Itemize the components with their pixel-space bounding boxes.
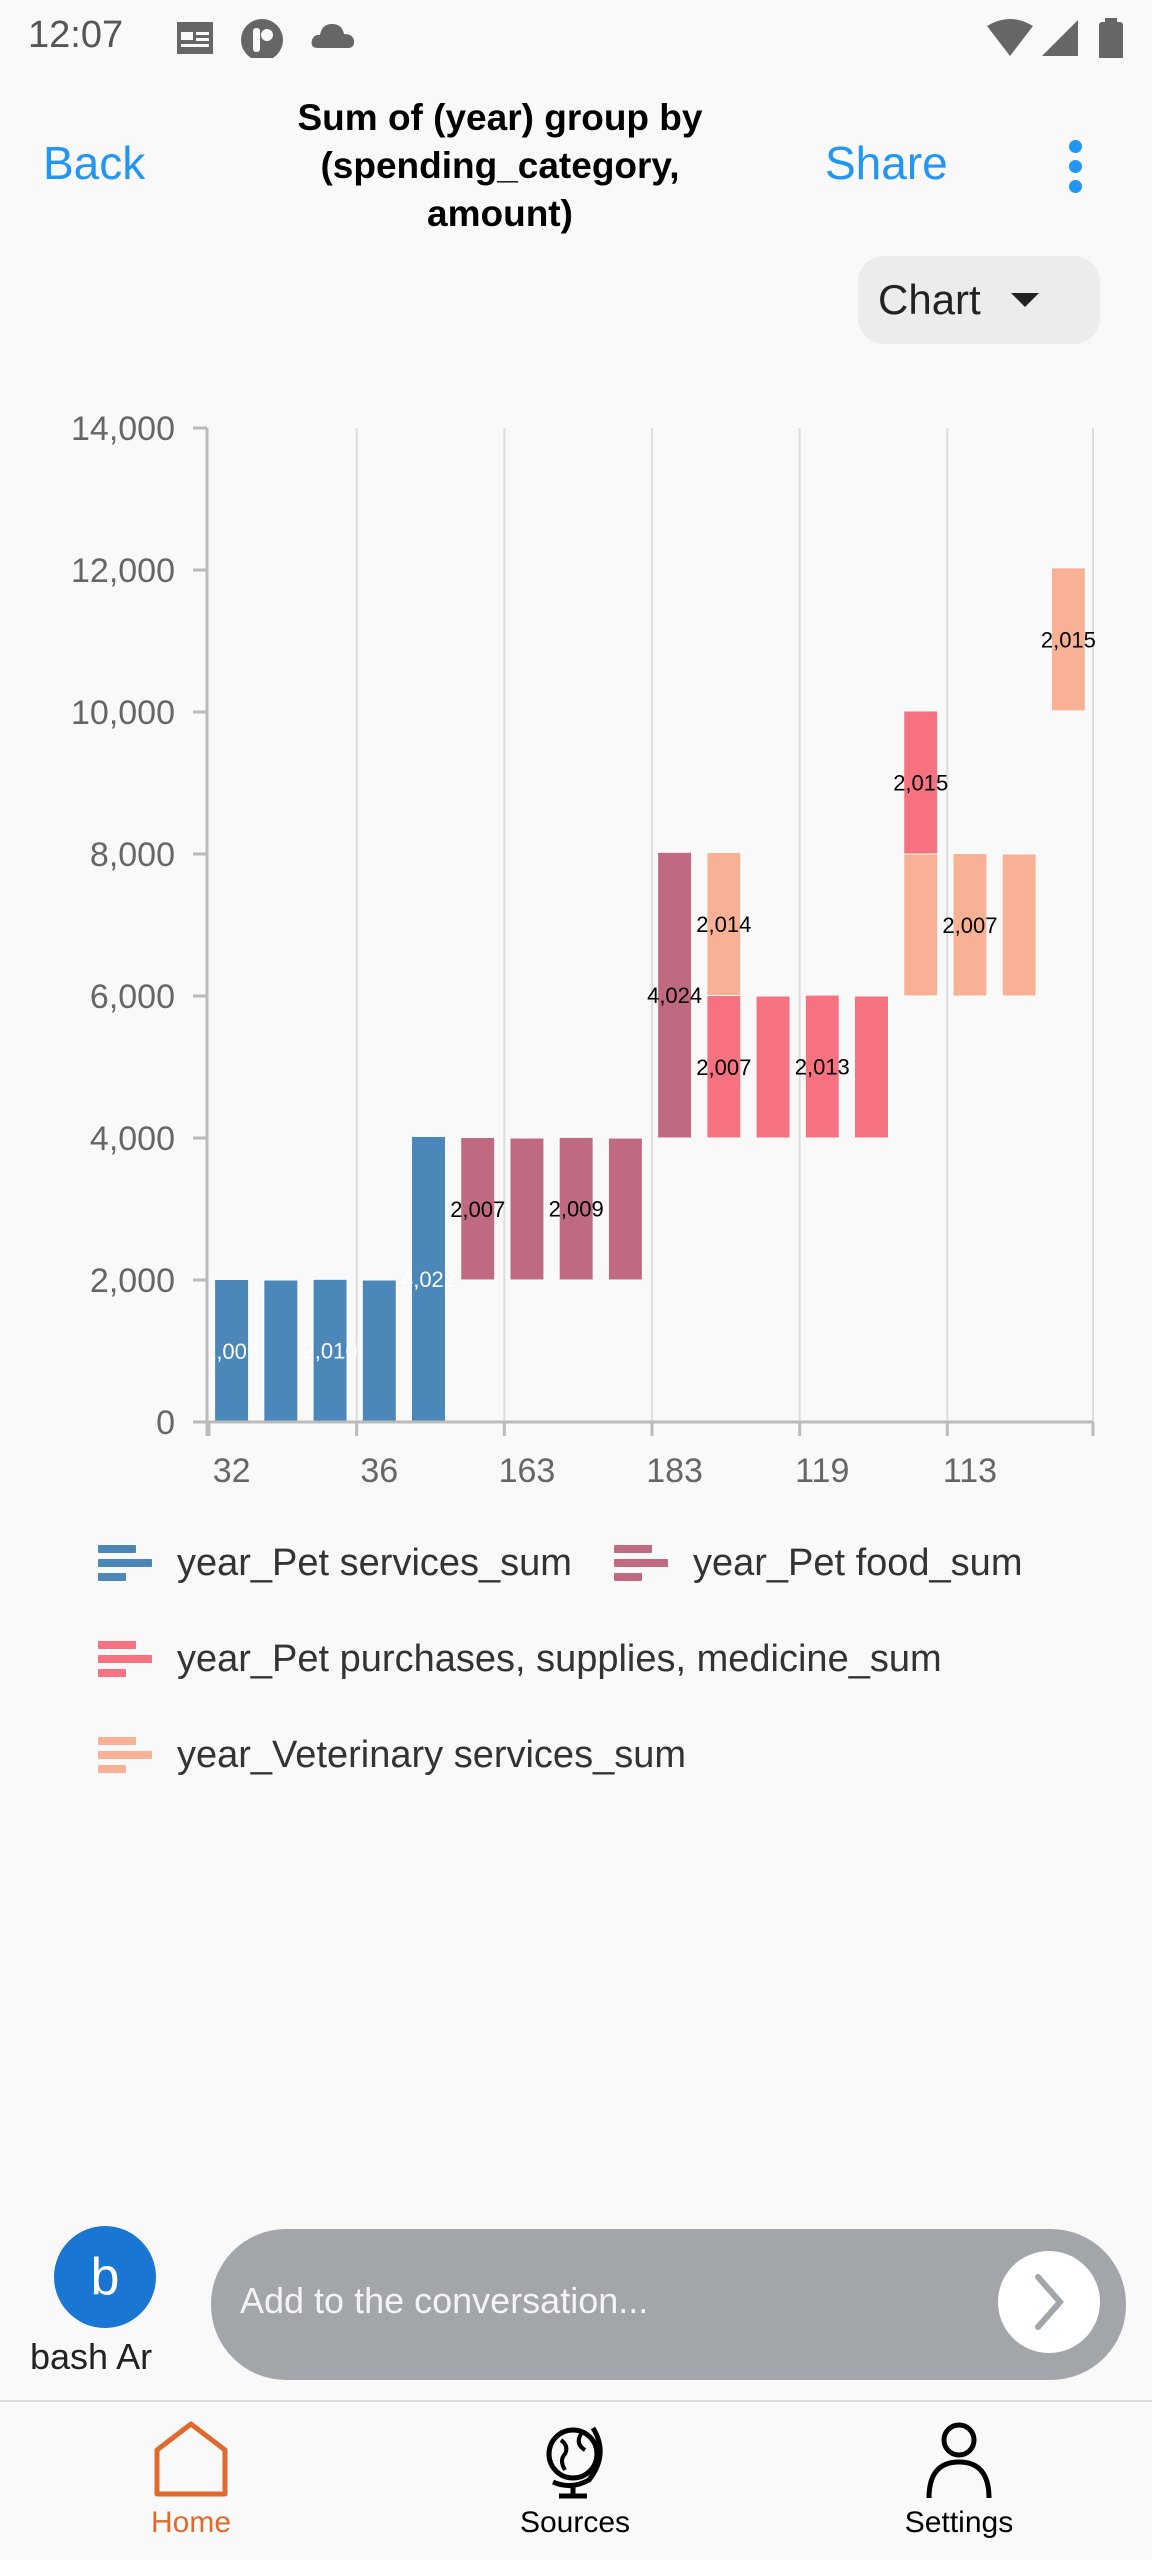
bar-data-label: 2,014: [696, 912, 751, 937]
title-line: (spending_category,: [320, 145, 680, 186]
bar: [804, 994, 840, 1139]
bar: [903, 710, 939, 855]
chevron-right-icon: [1035, 2274, 1064, 2330]
bar-data-label: 2,009: [549, 1197, 604, 1222]
bar: [952, 853, 988, 997]
legend-label: year_Pet purchases, supplies, medicine_s…: [177, 1637, 942, 1680]
bar: [312, 1278, 348, 1423]
bar: [1001, 853, 1037, 997]
bar-legend-icon: [98, 1541, 152, 1585]
x-tick-label: 183: [646, 1452, 703, 1490]
app-icon: [241, 19, 283, 58]
y-tick-label: 14,000: [71, 410, 175, 448]
page-title: Sum of (year) group by (spending_categor…: [230, 94, 770, 238]
bar: [1050, 567, 1086, 712]
bar: [263, 1279, 299, 1423]
divider: [0, 2400, 1152, 2402]
view-selector-dropdown[interactable]: Chart: [858, 256, 1100, 344]
bar-data-label: 2,007: [696, 1055, 751, 1080]
nav-label: Home: [150, 2506, 232, 2539]
nav-sources[interactable]: Sources: [425, 2410, 725, 2560]
x-tick-label: 32: [213, 1452, 251, 1490]
legend-label: year_Veterinary services_sum: [177, 1733, 686, 1776]
y-tick-label: 10,000: [71, 694, 175, 732]
signal-icon: [1042, 20, 1078, 56]
stacked-bar-chart: 0 2,000 4,000 6,000 8,000 10,000 12,000 14,000 2…: [71, 410, 1096, 1490]
x-tick-label: 113: [943, 1452, 997, 1490]
globe-icon: [546, 2426, 603, 2499]
bar-data-label: 4,022: [401, 1267, 456, 1292]
x-tick-label: 163: [499, 1452, 556, 1490]
bar-data-label: 4,024: [647, 983, 702, 1008]
wifi-icon: [987, 19, 1033, 56]
user-name: bash Ar: [30, 2336, 153, 2377]
bar: [460, 1137, 496, 1281]
conversation-input-box: [211, 2229, 1126, 2380]
y-tick-label: 12,000: [71, 552, 175, 590]
y-tick-label: 6,000: [90, 978, 175, 1016]
bar-data-label: 2,015: [1041, 627, 1096, 652]
person-icon: [926, 2422, 992, 2499]
bar: [706, 995, 742, 1139]
nav-label: Settings: [904, 2506, 1014, 2539]
bar-data-label: 2,013: [795, 1055, 850, 1080]
home-icon: [154, 2421, 228, 2497]
bar: [361, 1279, 397, 1423]
legend-row: year_Pet purchases, supplies, medicine_s…: [98, 1629, 942, 1689]
send-button[interactable]: [998, 2251, 1100, 2353]
bar-data-label: 2,015: [893, 770, 948, 795]
nav-settings[interactable]: Settings: [809, 2410, 1109, 2560]
bar-data-label: 2,007: [450, 1197, 505, 1222]
title-line: Sum of (year) group by: [297, 97, 703, 138]
kebab-menu-icon[interactable]: [1060, 140, 1090, 200]
bar: [657, 851, 693, 1139]
legend-item[interactable]: year_Pet food_sum: [613, 1533, 1023, 1593]
bar-legend-icon: [98, 1637, 152, 1681]
legend-label: year_Pet services_sum: [177, 1541, 572, 1584]
bar-data-label: 2,010: [303, 1339, 358, 1364]
x-tick-label: 119: [795, 1452, 849, 1490]
y-tick-label: 4,000: [90, 1120, 175, 1158]
status-time: 12:07: [28, 14, 124, 56]
cloud-icon: [311, 24, 354, 48]
bar: [903, 853, 939, 997]
battery-icon: [1099, 18, 1123, 58]
bar-legend-icon: [98, 1733, 152, 1777]
view-selector-value: Chart: [878, 276, 981, 323]
bar: [706, 852, 742, 997]
y-tick-label: 8,000: [90, 836, 175, 874]
bar: [755, 995, 791, 1139]
legend-row: year_Pet services_sum year_Pet food_sum: [98, 1533, 1022, 1593]
caret-down-icon: [1010, 293, 1039, 307]
share-button[interactable]: Share: [825, 137, 948, 189]
bar: [558, 1136, 594, 1281]
legend-item[interactable]: year_Pet purchases, supplies, medicine_s…: [98, 1629, 942, 1689]
bar-data-label: 2,007: [942, 913, 997, 938]
back-button[interactable]: Back: [43, 137, 146, 189]
avatar[interactable]: b: [54, 2226, 156, 2328]
bar: [854, 995, 889, 1139]
legend-item[interactable]: year_Pet services_sum: [98, 1533, 572, 1593]
nav-label: Sources: [519, 2506, 631, 2539]
x-tick-label: 36: [360, 1452, 398, 1490]
legend-row: year_Veterinary services_sum: [98, 1725, 686, 1785]
bar: [509, 1137, 545, 1281]
legend-item[interactable]: year_Veterinary services_sum: [98, 1725, 686, 1785]
y-tick-label: 2,000: [90, 1262, 175, 1300]
conversation-input[interactable]: [238, 2279, 942, 2323]
bar-legend-icon: [613, 1541, 668, 1585]
y-tick-label: 0: [156, 1404, 175, 1442]
bar: [607, 1137, 643, 1281]
legend-label: year_Pet food_sum: [692, 1541, 1023, 1584]
title-line: amount): [427, 193, 573, 234]
nav-home[interactable]: Home: [41, 2410, 341, 2560]
calendar-icon: [177, 22, 213, 54]
bar-data-label: 2,007: [204, 1339, 259, 1364]
